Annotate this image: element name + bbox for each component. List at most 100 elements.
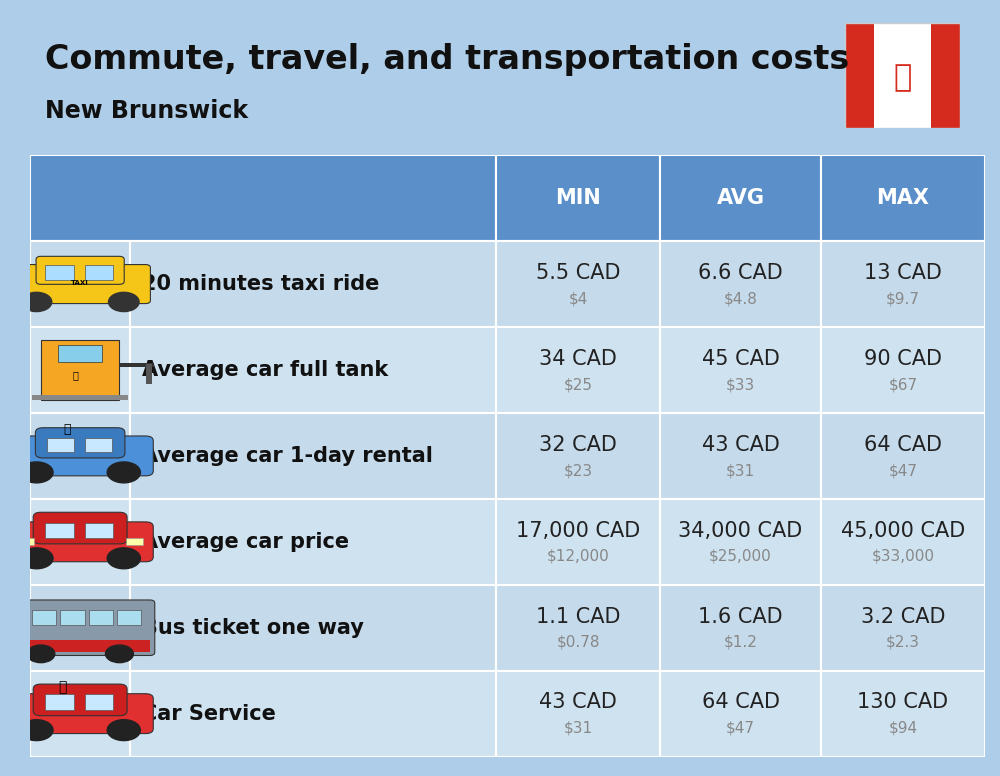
Text: 5.5 CAD: 5.5 CAD: [536, 263, 620, 283]
Bar: [146, 365, 152, 383]
Circle shape: [105, 645, 133, 663]
Bar: [821, 241, 985, 327]
Text: Average car price: Average car price: [142, 532, 349, 552]
Text: 1.6 CAD: 1.6 CAD: [698, 607, 783, 626]
Bar: [58, 345, 102, 362]
Bar: [496, 670, 660, 757]
Bar: [845, 23, 874, 128]
Bar: [85, 522, 113, 538]
FancyBboxPatch shape: [35, 428, 125, 458]
Text: 💧: 💧: [73, 370, 79, 380]
Text: $47: $47: [888, 463, 917, 478]
Text: 20 minutes taxi ride: 20 minutes taxi ride: [142, 274, 379, 294]
Bar: [30, 585, 130, 670]
Bar: [130, 241, 496, 327]
Bar: [660, 413, 821, 499]
Text: 45,000 CAD: 45,000 CAD: [841, 521, 965, 541]
Text: $1.2: $1.2: [724, 635, 757, 650]
Text: 130 CAD: 130 CAD: [857, 692, 948, 712]
Text: AVG: AVG: [717, 188, 765, 208]
FancyBboxPatch shape: [36, 256, 124, 284]
Bar: [89, 610, 113, 625]
Bar: [85, 695, 113, 709]
Text: 🍁: 🍁: [893, 64, 912, 92]
Text: $0.78: $0.78: [556, 635, 600, 650]
Bar: [821, 327, 985, 413]
Text: $31: $31: [564, 721, 593, 736]
Text: 45 CAD: 45 CAD: [702, 349, 779, 369]
Bar: [32, 610, 56, 625]
Circle shape: [20, 719, 53, 740]
Text: TAXI: TAXI: [71, 279, 89, 286]
Bar: [130, 670, 496, 757]
Bar: [496, 499, 660, 585]
Bar: [660, 670, 821, 757]
Text: $94: $94: [888, 721, 917, 736]
Bar: [821, 670, 985, 757]
Bar: [496, 413, 660, 499]
Text: $25: $25: [564, 377, 593, 392]
Bar: [85, 438, 112, 452]
Text: 🔑: 🔑: [63, 423, 71, 436]
Text: 43 CAD: 43 CAD: [539, 692, 617, 712]
Text: 1.1 CAD: 1.1 CAD: [536, 607, 620, 626]
Text: 17,000 CAD: 17,000 CAD: [516, 521, 640, 541]
Text: MIN: MIN: [555, 188, 601, 208]
Bar: [30, 413, 130, 499]
Text: 90 CAD: 90 CAD: [864, 349, 942, 369]
Bar: [47, 438, 74, 452]
Text: $9.7: $9.7: [886, 291, 920, 307]
Text: Commute, travel, and transportation costs: Commute, travel, and transportation cost…: [45, 43, 849, 76]
Text: $12,000: $12,000: [547, 549, 610, 564]
Bar: [130, 499, 496, 585]
Bar: [660, 499, 821, 585]
Text: $4.8: $4.8: [724, 291, 757, 307]
Bar: [17, 538, 34, 545]
Bar: [30, 327, 130, 413]
Circle shape: [107, 462, 140, 483]
Circle shape: [107, 548, 140, 569]
Text: $67: $67: [888, 377, 917, 392]
FancyBboxPatch shape: [33, 512, 127, 544]
Text: New Brunswick: New Brunswick: [45, 99, 248, 123]
Circle shape: [21, 293, 52, 311]
Bar: [30, 670, 130, 757]
Bar: [41, 340, 119, 400]
Text: 32 CAD: 32 CAD: [539, 435, 617, 455]
Text: 3.2 CAD: 3.2 CAD: [861, 607, 945, 626]
Text: $2.3: $2.3: [886, 635, 920, 650]
Bar: [117, 610, 141, 625]
Text: $31: $31: [726, 463, 755, 478]
Bar: [496, 327, 660, 413]
Text: $33,000: $33,000: [871, 549, 934, 564]
Bar: [496, 241, 660, 327]
Bar: [821, 499, 985, 585]
Bar: [30, 499, 130, 585]
Text: $25,000: $25,000: [709, 549, 772, 564]
Circle shape: [20, 462, 53, 483]
Circle shape: [20, 548, 53, 569]
Circle shape: [107, 719, 140, 740]
FancyBboxPatch shape: [33, 684, 127, 715]
Bar: [496, 585, 660, 670]
Bar: [32, 395, 128, 400]
Bar: [126, 538, 143, 545]
Bar: [660, 241, 821, 327]
Text: Bus ticket one way: Bus ticket one way: [142, 618, 364, 638]
Bar: [30, 155, 496, 241]
Bar: [821, 585, 985, 670]
Circle shape: [27, 645, 55, 663]
Bar: [821, 155, 985, 241]
Bar: [130, 327, 496, 413]
Bar: [130, 413, 496, 499]
Text: $4: $4: [568, 291, 588, 307]
Bar: [130, 585, 496, 670]
Text: 13 CAD: 13 CAD: [864, 263, 942, 283]
Bar: [45, 695, 74, 709]
Bar: [45, 265, 74, 280]
Bar: [45, 522, 74, 538]
Bar: [10, 640, 150, 653]
Text: Average car full tank: Average car full tank: [142, 360, 388, 380]
FancyBboxPatch shape: [7, 436, 153, 476]
Text: 🔧: 🔧: [58, 681, 67, 695]
